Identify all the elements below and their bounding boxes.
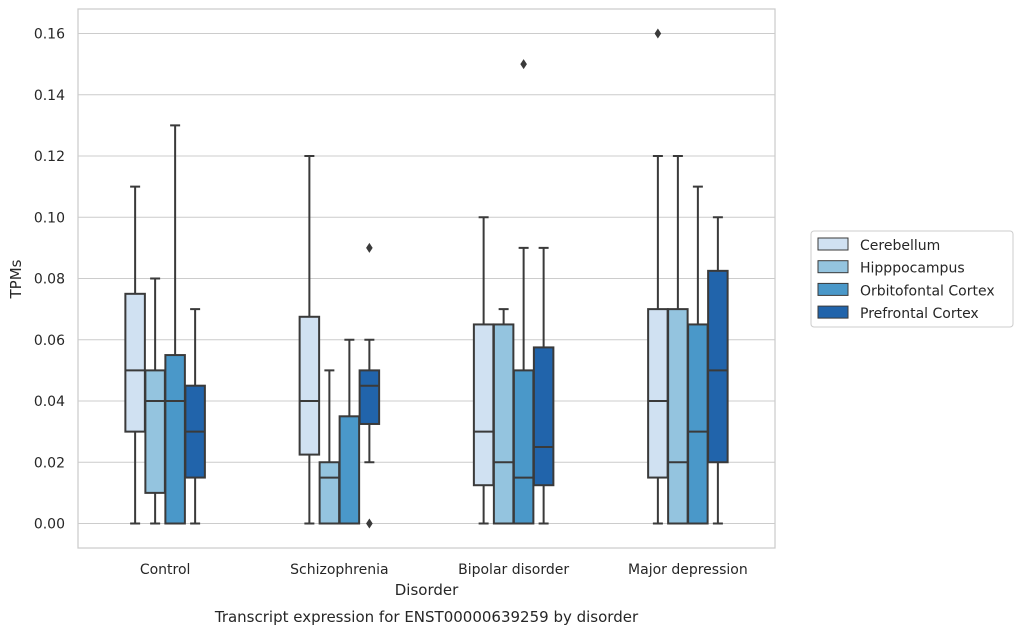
boxes [124,28,729,529]
box-body [667,308,689,525]
legend-label: Cerebellum [860,238,940,254]
y-axis-label: TPMs [7,259,25,299]
box-body [472,323,495,487]
box-body [144,369,166,494]
legend-frame [810,230,1014,328]
legend-swatch [817,260,849,274]
box-2-2 [512,59,535,525]
box-0-0 [124,185,146,525]
box-body [492,323,515,525]
legend-label: Prefrontal Cortex [860,306,979,322]
box-2-0 [164,124,186,525]
box-1-0 [144,277,166,525]
y-tick-label: 0.16 [34,27,65,43]
legend-label: Orbitofontal Cortex [860,283,995,299]
outlier-point [366,518,373,529]
outlier-point [520,59,527,70]
x-tick-label: Control [140,562,191,578]
box-body [298,315,321,456]
box-body [358,369,381,425]
outlier-point [366,242,373,253]
box-body [647,308,669,479]
box-1-2 [492,308,515,525]
outlier-point [654,28,662,39]
box-1-3 [667,155,689,525]
x-tick-label: Bipolar disorder [458,562,569,578]
y-tick-label: 0.06 [34,333,65,349]
x-tick-label: Major depression [628,562,748,578]
box-body [707,269,729,464]
box-0-1 [298,155,321,525]
legend-swatch [817,237,849,251]
box-3-0 [184,308,206,525]
box-body [687,323,709,525]
y-tick-label: 0.04 [34,394,65,410]
box-body [318,461,341,525]
chart-caption: Transcript expression for ENST0000063925… [214,608,639,626]
y-tick-label: 0.14 [34,88,65,104]
y-tick-label: 0.10 [34,210,65,226]
box-body [124,292,146,433]
y-tick-label: 0.02 [34,455,65,471]
x-tick-labels: Control Schizophrenia Bipolar disorder Majo… [140,562,748,578]
box-3-3 [707,216,729,525]
plot-area-frame [77,8,776,549]
legend-swatch [817,282,849,296]
box-body [512,369,535,525]
box-body [338,415,361,525]
y-tick-label: 0.08 [34,272,65,288]
box-body [532,346,555,487]
box-1-1 [318,369,341,525]
legend-label: Hipppocampus [860,261,965,277]
box-2-1 [338,338,361,525]
box-3-1 [358,242,381,529]
box-0-2 [472,216,495,525]
box-3-2 [532,246,555,525]
box-2-3 [687,185,709,525]
legend: Cerebellum Hipppocampus Orbitofontal Corte… [810,230,1014,328]
x-tick-label: Schizophrenia [290,562,388,578]
x-axis-label: Disorder [395,581,459,599]
y-tick-labels: 0.00 0.02 0.04 0.06 0.08 0.10 0.12 0.14 0.16 [34,27,65,533]
legend-swatch [817,305,849,319]
y-tick-label: 0.00 [34,517,65,533]
box-body [164,354,186,525]
y-tick-label: 0.12 [34,149,65,165]
box-0-3 [647,28,669,525]
